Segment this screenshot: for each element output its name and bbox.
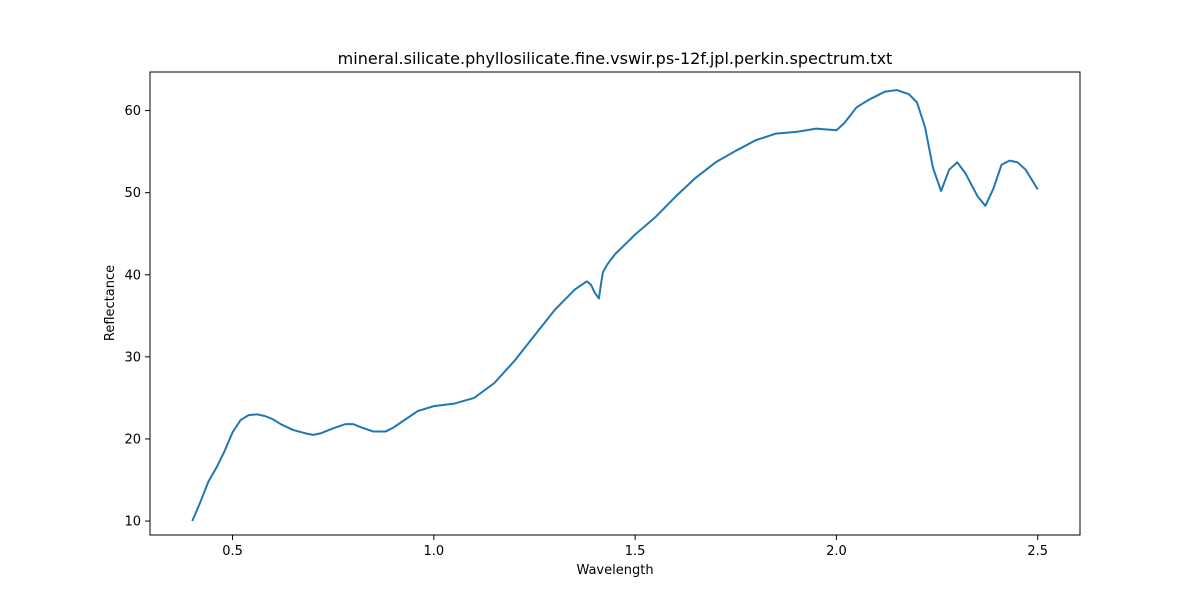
y-axis: 10 20 30 40 50 60 [124, 104, 150, 530]
x-tick-label: 0.5 [222, 544, 243, 559]
plot-frame [149, 71, 1081, 536]
y-tick-label: 60 [124, 104, 141, 119]
x-tick-label: 2.0 [826, 544, 847, 559]
x-tick-label: 1.5 [625, 544, 646, 559]
x-axis: 0.5 1.0 1.5 2.0 2.5 [222, 535, 1048, 559]
chart-title: mineral.silicate.phyllosilicate.fine.vsw… [338, 49, 893, 68]
plot-area [191, 89, 1039, 522]
y-tick-label: 40 [124, 268, 141, 283]
x-tick-label: 2.5 [1027, 544, 1048, 559]
y-tick-label: 50 [124, 186, 141, 201]
spectrum-line-series-0 [191, 89, 1039, 522]
y-axis-label: Reflectance [103, 265, 118, 341]
y-tick-label: 20 [124, 432, 141, 447]
x-axis-label: Wavelength [576, 563, 653, 578]
y-tick-label: 30 [124, 350, 141, 365]
x-tick-label: 1.0 [423, 544, 444, 559]
y-tick-label: 10 [124, 515, 141, 530]
